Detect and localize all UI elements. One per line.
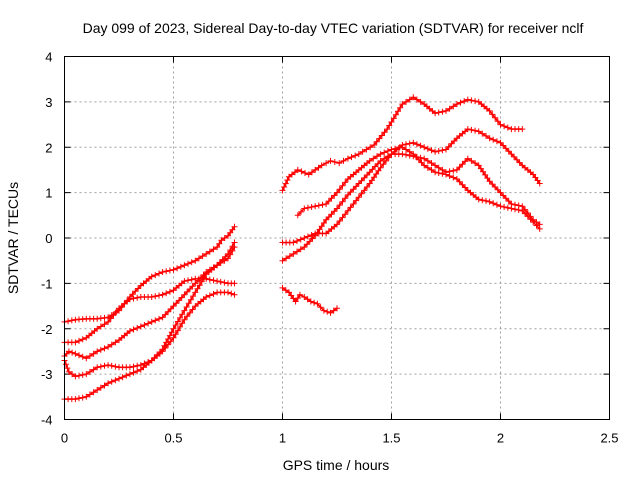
y-tick-label: -3 bbox=[41, 367, 53, 382]
series-track-10 bbox=[279, 284, 340, 316]
y-tick-label: -2 bbox=[41, 322, 53, 337]
series-line bbox=[63, 242, 236, 360]
y-axis-label: SDTVAR / TECUs bbox=[5, 182, 21, 294]
y-tick-label: 4 bbox=[45, 50, 52, 65]
x-tick-label: 1 bbox=[279, 431, 286, 446]
y-tick-label: 2 bbox=[45, 140, 52, 155]
series-track-6 bbox=[279, 94, 526, 194]
series-markers bbox=[61, 223, 238, 325]
series-track-2 bbox=[61, 275, 238, 346]
series-markers bbox=[279, 94, 526, 194]
series-markers bbox=[279, 284, 340, 316]
x-axis-label: GPS time / hours bbox=[283, 457, 390, 473]
series-markers bbox=[61, 289, 238, 380]
plot-frame bbox=[64, 56, 610, 420]
series-track-7 bbox=[279, 126, 543, 246]
x-tick-label: 0 bbox=[61, 431, 68, 446]
tick-labels: 0 0.5 1 1.5 2 2.5 -4 -3 -2 -1 0 1 2 3 4 bbox=[41, 50, 619, 446]
series-markers bbox=[279, 126, 543, 246]
series-markers bbox=[279, 151, 543, 264]
data-series bbox=[61, 94, 543, 403]
x-tick-label: 0.5 bbox=[164, 431, 182, 446]
chart-title: Day 099 of 2023, Sidereal Day-to-day VTE… bbox=[83, 20, 584, 36]
x-tick-label: 2.5 bbox=[600, 431, 618, 446]
x-tick-label: 1.5 bbox=[382, 431, 400, 446]
series-track-3 bbox=[61, 239, 238, 362]
series-track-4 bbox=[61, 289, 238, 380]
series-track-9 bbox=[294, 144, 543, 232]
y-tick-label: -4 bbox=[41, 413, 53, 428]
y-tick-label: 1 bbox=[45, 186, 52, 201]
x-tick-label: 2 bbox=[497, 431, 504, 446]
grid-lines bbox=[64, 56, 610, 420]
y-tick-label: -1 bbox=[41, 276, 53, 291]
y-tick-label: 3 bbox=[45, 95, 52, 110]
series-line bbox=[282, 287, 338, 314]
series-track-1 bbox=[61, 223, 238, 325]
y-tick-label: 0 bbox=[45, 231, 52, 246]
series-markers bbox=[61, 239, 238, 362]
series-markers bbox=[61, 275, 238, 346]
series-line bbox=[282, 128, 541, 244]
series-markers bbox=[294, 144, 543, 232]
